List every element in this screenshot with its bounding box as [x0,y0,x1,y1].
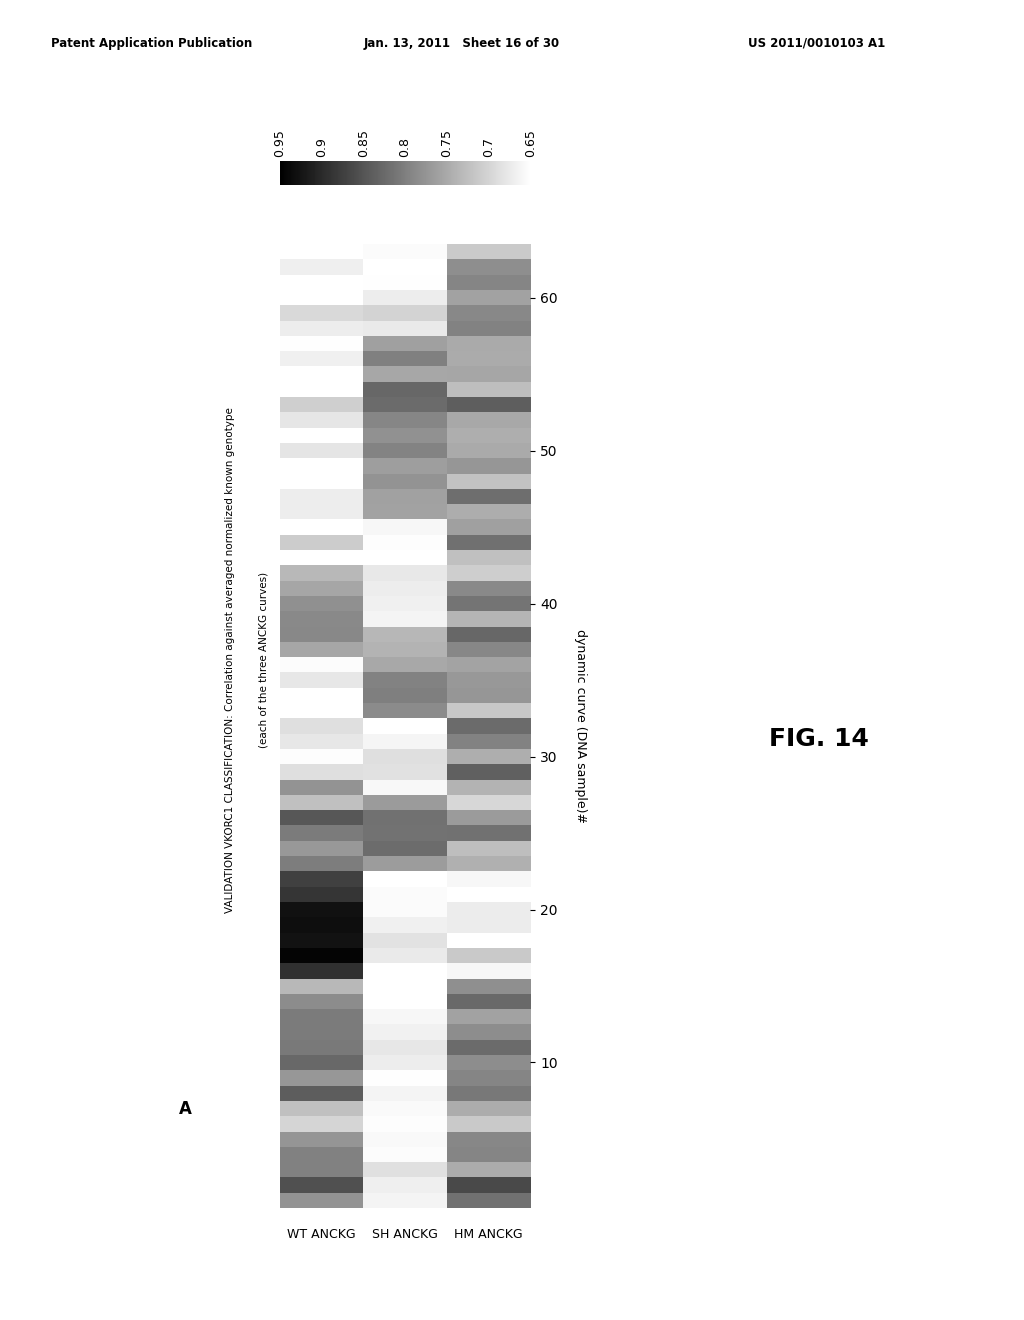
Y-axis label: dynamic curve (DNA sample)#: dynamic curve (DNA sample)# [574,630,588,822]
Text: 0.65: 0.65 [524,129,537,157]
Text: 0.7: 0.7 [482,137,496,157]
Text: HM ANCKG: HM ANCKG [455,1228,523,1241]
Text: (each of the three ANCKG curves): (each of the three ANCKG curves) [258,572,268,748]
Text: SH ANCKG: SH ANCKG [372,1228,438,1241]
Text: 0.8: 0.8 [398,137,412,157]
Text: 0.95: 0.95 [273,129,286,157]
Text: Patent Application Publication: Patent Application Publication [51,37,253,50]
Text: 0.75: 0.75 [440,129,454,157]
Text: VALIDATION VKORC1 CLASSIFICATION: Correlation against averaged normalized known : VALIDATION VKORC1 CLASSIFICATION: Correl… [225,407,236,913]
Text: FIG. 14: FIG. 14 [769,727,869,751]
Text: US 2011/0010103 A1: US 2011/0010103 A1 [748,37,885,50]
Text: 0.85: 0.85 [356,129,370,157]
Text: WT ANCKG: WT ANCKG [287,1228,355,1241]
Text: Jan. 13, 2011   Sheet 16 of 30: Jan. 13, 2011 Sheet 16 of 30 [364,37,560,50]
Text: A: A [179,1100,193,1118]
Text: 0.9: 0.9 [314,137,328,157]
